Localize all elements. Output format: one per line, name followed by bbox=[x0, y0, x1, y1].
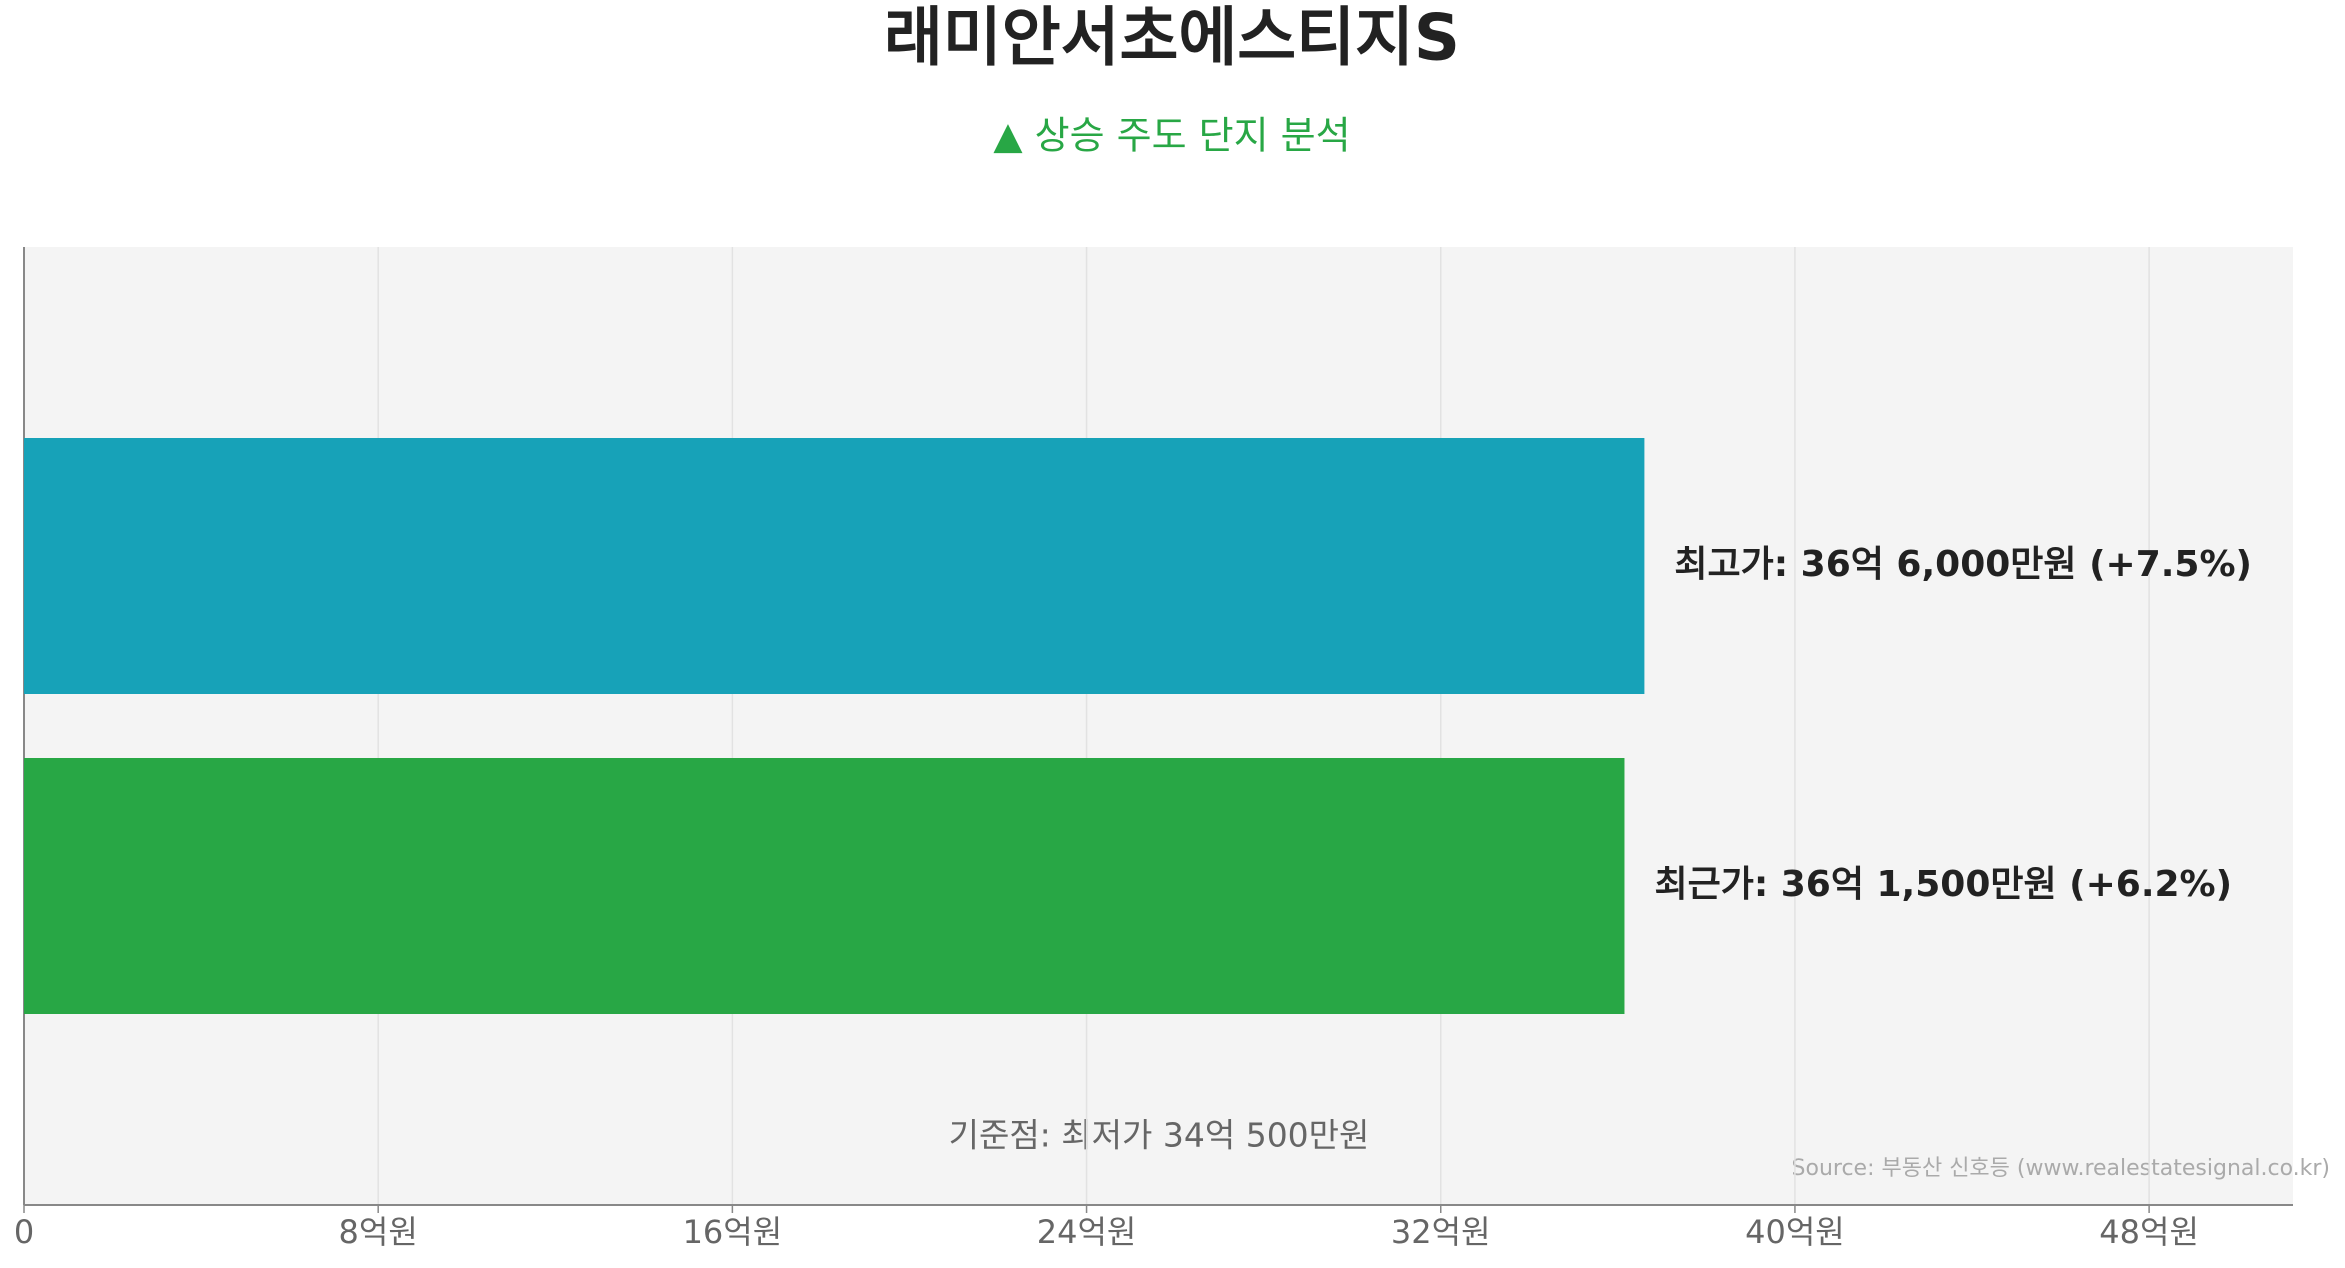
chart-title: 래미안서초에스티지S bbox=[884, 2, 1460, 76]
x-tick-label: 48억원 bbox=[2099, 1213, 2199, 1251]
bar bbox=[24, 758, 1625, 1014]
x-tick-label: 40억원 bbox=[1745, 1213, 1845, 1251]
x-tick-label: 24억원 bbox=[1037, 1213, 1137, 1251]
annotation: 기준점: 최저가 34억 500만원 bbox=[949, 1116, 1370, 1155]
chart-subtitle: ▲ 상승 주도 단지 분석 bbox=[993, 114, 1350, 158]
value-label: 최근가: 36억 1,500만원 (+6.2%) bbox=[1654, 864, 2232, 905]
value-label: 최고가: 36억 6,000만원 (+7.5%) bbox=[1674, 544, 2252, 585]
x-tick-label: 32억원 bbox=[1391, 1213, 1491, 1251]
x-tick-label: 0 bbox=[14, 1213, 34, 1251]
plot-area bbox=[24, 247, 2293, 1205]
bar bbox=[24, 438, 1645, 694]
x-tick-label: 8억원 bbox=[339, 1213, 418, 1251]
x-tick-label: 16억원 bbox=[683, 1213, 783, 1251]
source: Source: 부동산 신호등 (www.realestatesignal.co… bbox=[1792, 1156, 2330, 1181]
